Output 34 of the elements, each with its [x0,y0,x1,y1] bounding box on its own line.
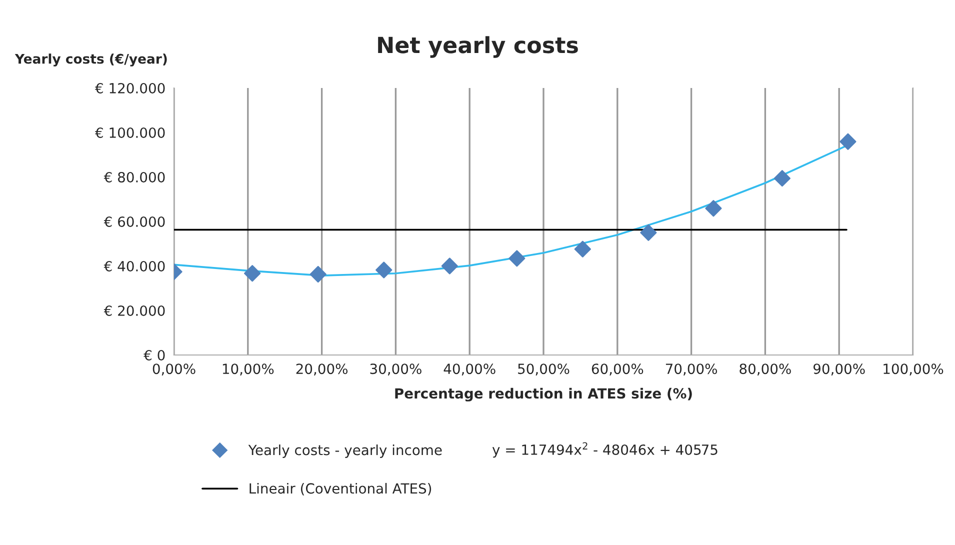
x-tick-label: 10,00% [222,364,274,376]
text: y = 117494x$^{2}$ - 48046x + 40575 [492,442,718,458]
x-axis-title: Percentage reduction in ATES size (%) [395,388,692,402]
y-tick-label: € 60.000 [104,216,165,227]
point [705,200,722,217]
point [441,258,458,274]
x-tick-label: 90,00% [813,364,865,376]
point [574,240,591,258]
x-tick-label: 100,00% [884,364,944,376]
x-tick-label: 60,00% [592,364,644,376]
y-tick-label: € 0 [144,350,165,360]
legend-label: Yearly costs - yearly income [248,444,442,458]
y-tick-label: € 40.000 [104,260,165,272]
point [376,262,392,278]
point [840,133,856,150]
legend-label: Lineair (Coventional ATES) [250,482,432,496]
x-tick-label: 0,00% [152,364,196,376]
point [310,266,326,283]
x-tick-label: 20,00% [296,364,348,376]
x-tick-label: 70,00% [666,364,718,376]
point [640,224,657,241]
y-tick-label: € 80.000 [104,172,165,182]
y-tick-label: € 100.000 [94,127,165,138]
x-tick-label: 40,00% [444,364,496,376]
x-tick-label: 30,00% [370,364,422,376]
y-tick-label: € 20.000 [104,305,165,316]
point [508,250,526,267]
y-axis-title: Yearly costs (€/year) [14,54,167,66]
point [244,265,261,282]
x-tick-label: 80,00% [740,364,791,376]
point [774,170,790,187]
x-tick-label: 50,00% [518,364,570,376]
y-tick-label: € 120.000 [94,82,165,94]
chart-title: Net yearly costs [378,36,578,58]
